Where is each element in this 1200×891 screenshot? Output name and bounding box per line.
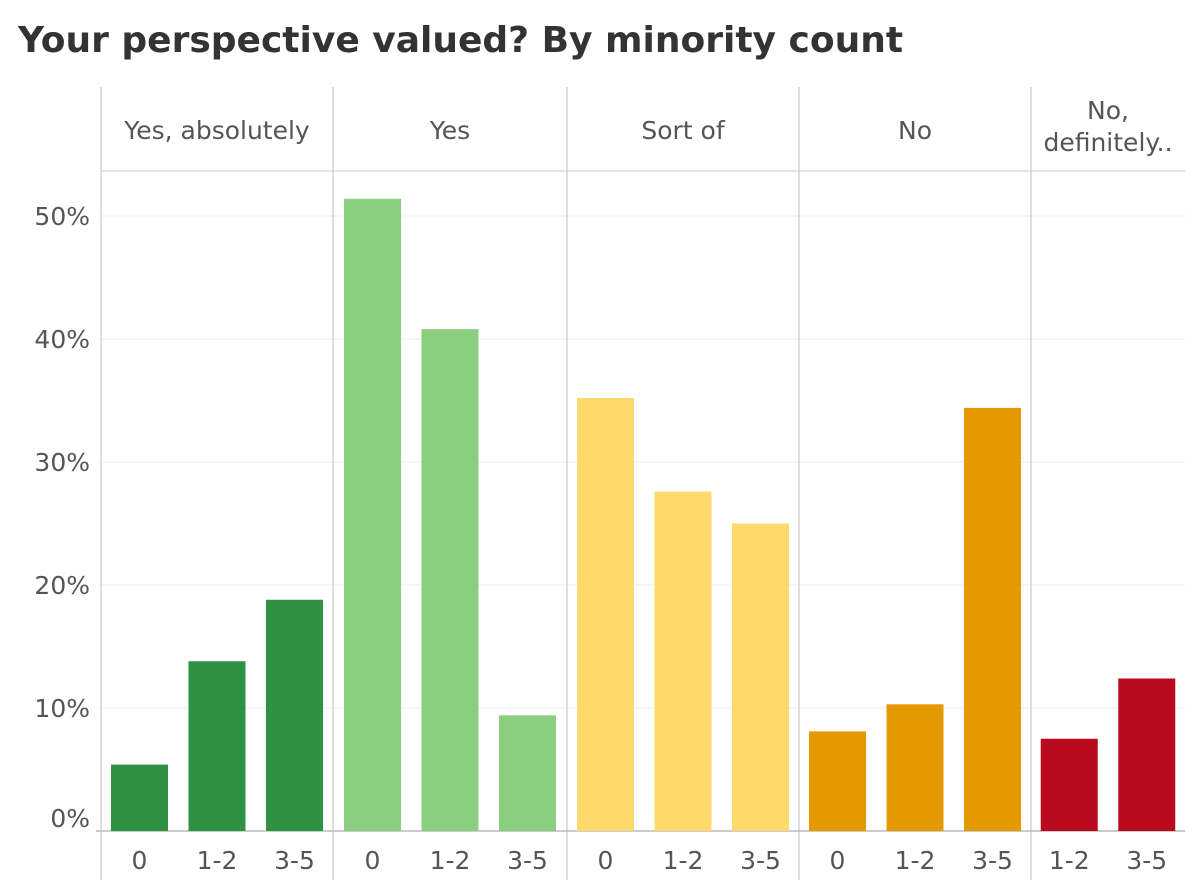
x-tick-label: 1-2 <box>197 846 238 875</box>
y-tick-label: 30% <box>34 448 90 477</box>
bar <box>732 523 789 831</box>
panel-header-label: definitely.. <box>1043 128 1172 157</box>
bar <box>809 731 866 831</box>
panel-header-label: No <box>898 116 932 145</box>
x-tick-label: 0 <box>598 846 614 875</box>
chart-title: Your perspective valued? By minority cou… <box>18 20 904 61</box>
x-tick-label: 3-5 <box>507 846 548 875</box>
x-tick-label: 1-2 <box>663 846 704 875</box>
bar <box>111 764 168 831</box>
bar <box>964 407 1021 831</box>
y-tick-label: 40% <box>34 325 90 354</box>
y-tick-label: 0% <box>50 804 90 833</box>
bar <box>886 704 944 831</box>
x-tick-label: 1-2 <box>1049 846 1090 875</box>
panel-header-label: Sort of <box>641 116 725 145</box>
panel-header-label: No, <box>1087 96 1129 125</box>
panel-header-label: Yes, absolutely <box>123 116 310 145</box>
x-tick-label: 0 <box>830 846 846 875</box>
x-tick-label: 3-5 <box>972 846 1013 875</box>
bar <box>1118 678 1176 831</box>
y-tick-label: 10% <box>34 694 90 723</box>
x-tick-label: 3-5 <box>1126 846 1167 875</box>
x-tick-label: 1-2 <box>895 846 936 875</box>
panel-header-label: Yes <box>429 116 470 145</box>
y-tick-label: 50% <box>34 202 90 231</box>
x-tick-label: 3-5 <box>274 846 315 875</box>
x-tick-label: 0 <box>365 846 381 875</box>
y-tick-label: 20% <box>34 571 90 600</box>
bar <box>344 198 401 831</box>
x-tick-label: 3-5 <box>740 846 781 875</box>
bar <box>421 329 479 831</box>
x-tick-label: 0 <box>132 846 148 875</box>
bar <box>577 398 634 831</box>
bar <box>1040 738 1098 831</box>
bar <box>188 661 246 831</box>
x-tick-label: 1-2 <box>430 846 471 875</box>
bar <box>499 715 556 831</box>
bar <box>266 599 323 831</box>
bar <box>654 491 712 831</box>
